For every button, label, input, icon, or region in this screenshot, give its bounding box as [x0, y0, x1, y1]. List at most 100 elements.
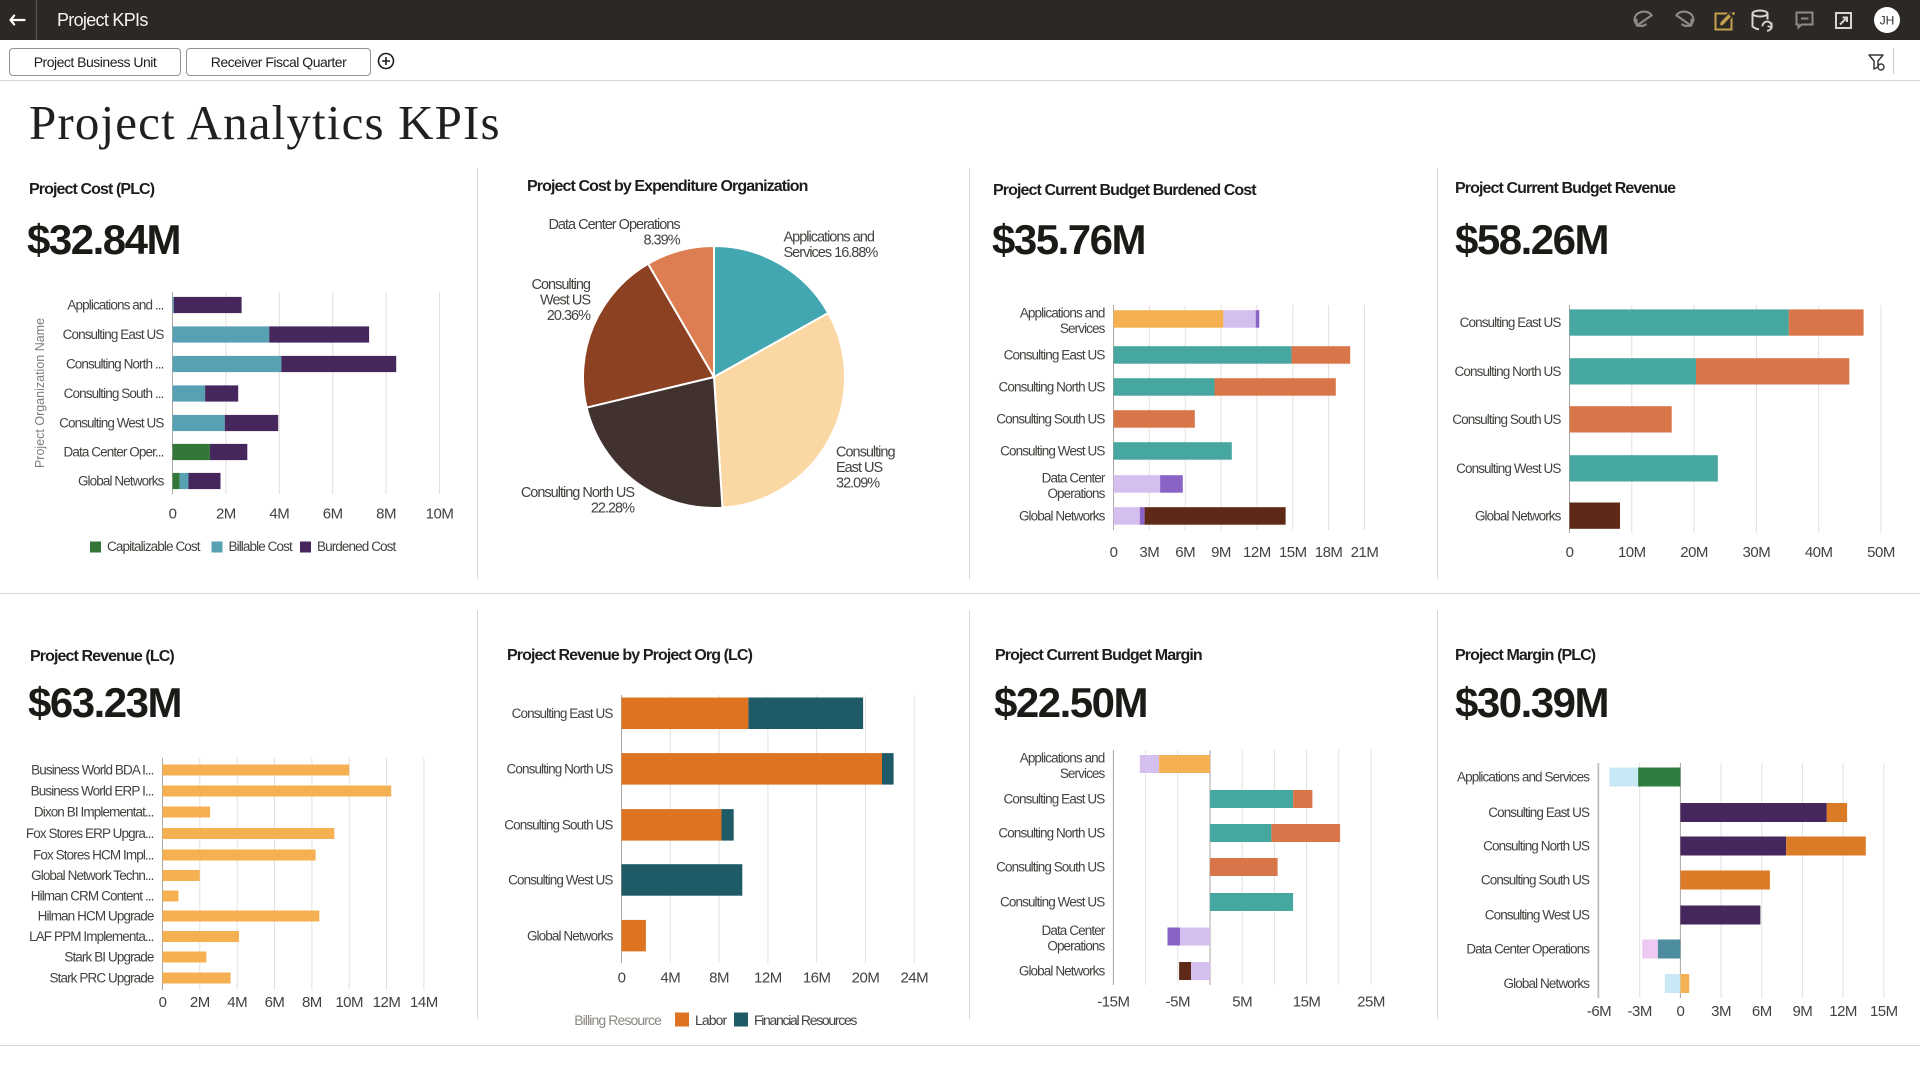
svg-text:Consulting West US: Consulting West US	[1000, 444, 1105, 459]
svg-text:West US: West US	[540, 293, 590, 309]
svg-text:6M: 6M	[1752, 1003, 1772, 1020]
svg-text:Consulting North US: Consulting North US	[998, 826, 1105, 841]
svg-text:Consulting North US: Consulting North US	[521, 485, 634, 501]
svg-text:Hilman CRM Content ...: Hilman CRM Content ...	[31, 889, 154, 904]
svg-text:Applications and: Applications and	[1020, 751, 1105, 766]
svg-text:20M: 20M	[1680, 544, 1708, 561]
svg-text:Project KPIs: Project KPIs	[57, 10, 148, 30]
svg-text:Project Margin (PLC): Project Margin (PLC)	[1455, 647, 1596, 664]
svg-text:Operations: Operations	[1047, 939, 1105, 954]
svg-text:Consulting: Consulting	[531, 277, 590, 293]
svg-text:$58.26M: $58.26M	[1455, 216, 1608, 263]
svg-text:Consulting East US: Consulting East US	[63, 327, 165, 342]
svg-text:4M: 4M	[227, 994, 247, 1011]
svg-text:Operations: Operations	[1047, 486, 1105, 501]
svg-text:15M: 15M	[1279, 544, 1307, 561]
svg-text:Global Networks: Global Networks	[1504, 976, 1591, 991]
svg-text:Project Current Budget Revenue: Project Current Budget Revenue	[1455, 180, 1676, 197]
svg-text:Labor: Labor	[695, 1012, 728, 1028]
svg-text:Consulting North US: Consulting North US	[507, 762, 614, 777]
svg-text:0: 0	[1566, 544, 1574, 561]
svg-text:-5M: -5M	[1166, 994, 1190, 1011]
svg-text:Project Current Budget Burdene: Project Current Budget Burdened Cost	[993, 182, 1257, 199]
svg-text:0: 0	[1110, 544, 1118, 561]
svg-text:Stark PRC Upgrade: Stark PRC Upgrade	[50, 971, 154, 986]
svg-text:Consulting South US: Consulting South US	[1452, 412, 1561, 427]
svg-text:Global Network Techn...: Global Network Techn...	[31, 868, 154, 883]
svg-text:4M: 4M	[660, 970, 680, 987]
svg-text:Project Cost by Expenditure Or: Project Cost by Expenditure Organization	[527, 178, 808, 195]
svg-text:8M: 8M	[709, 970, 729, 987]
svg-text:30M: 30M	[1743, 544, 1771, 561]
svg-text:14M: 14M	[410, 994, 438, 1011]
svg-text:Consulting East US: Consulting East US	[512, 706, 614, 721]
svg-text:Consulting South ...: Consulting South ...	[64, 386, 164, 401]
svg-text:24M: 24M	[900, 970, 928, 987]
svg-text:Consulting North US: Consulting North US	[1483, 839, 1590, 854]
svg-text:Consulting East US: Consulting East US	[1488, 805, 1590, 820]
svg-text:6M: 6M	[1175, 544, 1195, 561]
svg-text:22.28%: 22.28%	[591, 501, 635, 517]
svg-text:Global Networks: Global Networks	[527, 928, 614, 943]
svg-text:Applications and Services: Applications and Services	[1457, 770, 1590, 785]
svg-text:Consulting West US: Consulting West US	[59, 416, 164, 431]
svg-text:12M: 12M	[373, 994, 401, 1011]
svg-text:LAF PPM Implementa...: LAF PPM Implementa...	[29, 929, 154, 944]
svg-text:40M: 40M	[1805, 544, 1833, 561]
svg-text:Business World BDA I...: Business World BDA I...	[31, 763, 154, 778]
svg-text:8M: 8M	[376, 506, 396, 523]
svg-text:Global Networks: Global Networks	[1019, 509, 1106, 524]
svg-text:$63.23M: $63.23M	[28, 679, 181, 726]
svg-text:Global Networks: Global Networks	[1019, 964, 1106, 979]
svg-text:Burdened Cost: Burdened Cost	[317, 539, 397, 554]
svg-text:12M: 12M	[754, 970, 782, 987]
svg-text:-3M: -3M	[1628, 1003, 1652, 1020]
svg-text:Fox Stores HCM Impl...: Fox Stores HCM Impl...	[33, 848, 154, 863]
svg-text:50M: 50M	[1867, 544, 1895, 561]
svg-text:0: 0	[1676, 1003, 1684, 1020]
svg-text:Capitalizable Cost: Capitalizable Cost	[107, 539, 201, 554]
svg-text:Financial Resources: Financial Resources	[754, 1012, 857, 1028]
svg-text:Global Networks: Global Networks	[78, 474, 165, 489]
svg-text:10M: 10M	[426, 506, 454, 523]
svg-text:Consulting South US: Consulting South US	[1481, 873, 1590, 888]
svg-text:Consulting West US: Consulting West US	[1456, 461, 1561, 476]
svg-text:$35.76M: $35.76M	[992, 216, 1145, 263]
svg-text:Data Center: Data Center	[1042, 923, 1106, 938]
svg-text:20M: 20M	[852, 970, 880, 987]
svg-text:20.36%: 20.36%	[547, 308, 591, 324]
svg-text:0: 0	[159, 994, 167, 1011]
svg-text:9M: 9M	[1211, 544, 1231, 561]
svg-text:Project Current Budget Margin: Project Current Budget Margin	[995, 647, 1202, 664]
svg-text:-6M: -6M	[1587, 1003, 1611, 1020]
svg-text:Services 16.88%: Services 16.88%	[784, 245, 879, 261]
svg-text:5M: 5M	[1232, 994, 1252, 1011]
svg-text:4M: 4M	[269, 506, 289, 523]
svg-text:Dixon BI Implementat...: Dixon BI Implementat...	[34, 805, 154, 820]
svg-text:Consulting South US: Consulting South US	[996, 860, 1105, 875]
svg-text:$32.84M: $32.84M	[27, 216, 180, 263]
svg-text:Applications and: Applications and	[1020, 306, 1105, 321]
svg-text:Stark BI Upgrade: Stark BI Upgrade	[64, 950, 154, 965]
svg-text:2M: 2M	[190, 994, 210, 1011]
svg-text:Consulting East US: Consulting East US	[1460, 315, 1562, 330]
svg-text:0: 0	[618, 970, 626, 987]
svg-text:Data Center Operations: Data Center Operations	[1466, 942, 1590, 957]
svg-text:2M: 2M	[216, 506, 236, 523]
svg-text:Consulting West US: Consulting West US	[1485, 908, 1590, 923]
svg-text:Applications and: Applications and	[784, 230, 875, 246]
svg-text:Data Center Oper...: Data Center Oper...	[64, 445, 164, 460]
svg-text:10M: 10M	[1618, 544, 1646, 561]
svg-text:Consulting North US: Consulting North US	[1455, 364, 1562, 379]
svg-text:Fox Stores ERP Upgra...: Fox Stores ERP Upgra...	[26, 826, 154, 841]
svg-text:8M: 8M	[302, 994, 322, 1011]
svg-text:9M: 9M	[1792, 1003, 1812, 1020]
svg-text:Data Center: Data Center	[1042, 471, 1106, 486]
svg-text:Project Revenue (LC): Project Revenue (LC)	[30, 648, 174, 665]
svg-text:JH: JH	[1880, 14, 1895, 28]
svg-text:18M: 18M	[1315, 544, 1343, 561]
svg-text:Consulting North ...: Consulting North ...	[66, 357, 164, 372]
svg-text:0: 0	[169, 506, 177, 523]
svg-text:21M: 21M	[1351, 544, 1379, 561]
svg-text:3M: 3M	[1139, 544, 1159, 561]
